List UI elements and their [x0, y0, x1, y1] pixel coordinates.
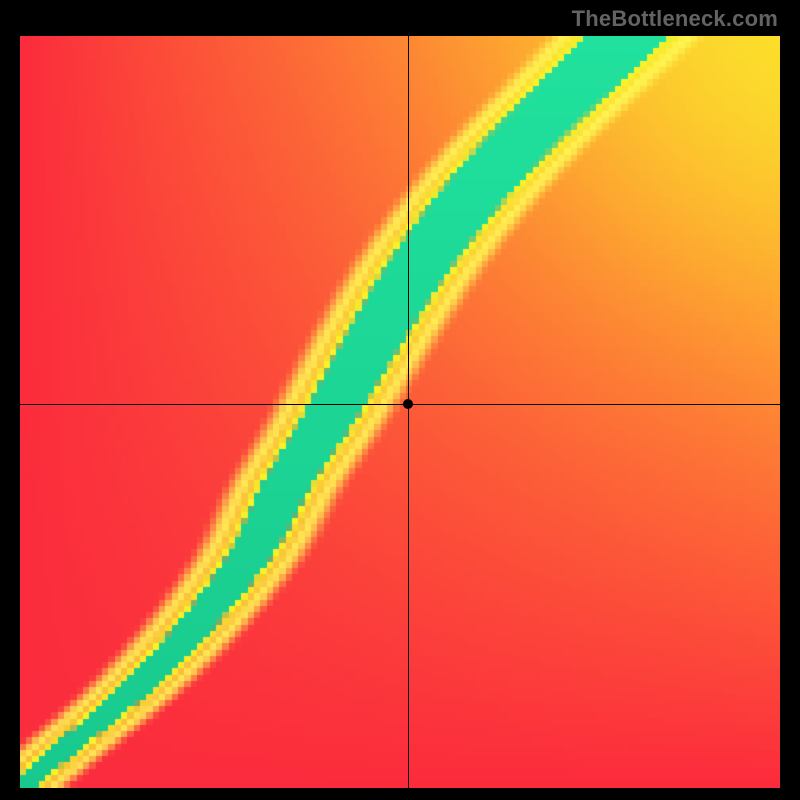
- heatmap-plot: [20, 36, 780, 788]
- heatmap-canvas: [20, 36, 780, 788]
- watermark-label: TheBottleneck.com: [572, 6, 778, 32]
- chart-stage: TheBottleneck.com: [0, 0, 800, 800]
